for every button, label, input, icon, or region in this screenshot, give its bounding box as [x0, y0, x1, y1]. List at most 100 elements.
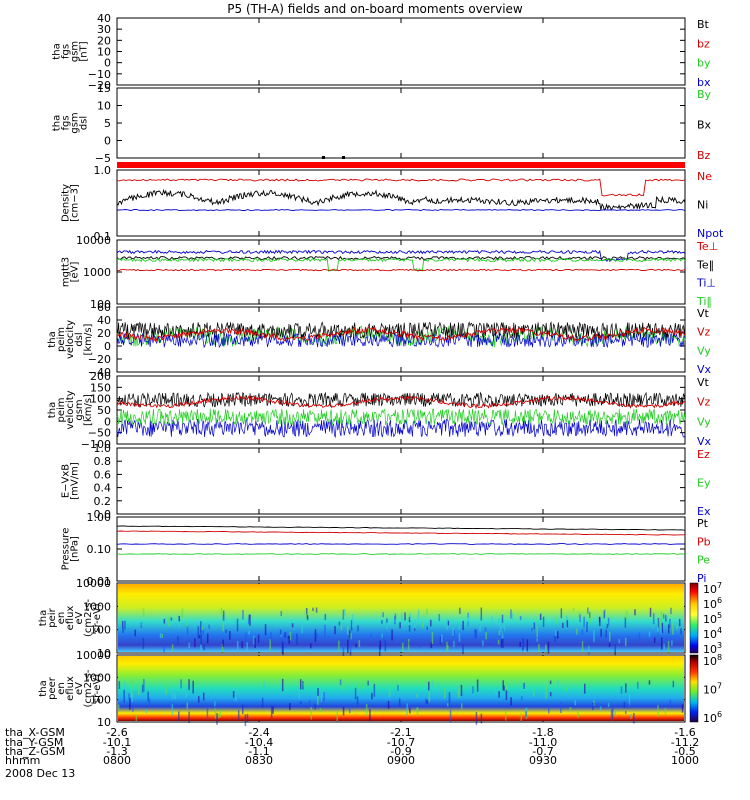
y-tick-label: −10: [88, 68, 111, 81]
y-axis-label-line: [eV]: [70, 262, 81, 283]
footer-value: -0.5: [674, 745, 695, 758]
y-tick-label: 0: [104, 340, 111, 353]
status-bar: [117, 162, 685, 168]
footer-row-label: tha_X-GSM: [5, 726, 65, 739]
y-axis-label-line: [cm−3]: [70, 184, 81, 222]
y-tick-label: 10: [97, 716, 111, 729]
legend-Bx: Bx: [697, 118, 712, 131]
y-tick-label: 0.2: [94, 495, 112, 508]
footer-value: -0.7: [532, 745, 553, 758]
footer-row-label: tha_Z-GSM: [5, 745, 65, 758]
legend-Vy: Vy: [697, 344, 711, 357]
y-tick-label: 15: [97, 82, 111, 95]
footer-value: -10.4: [245, 736, 273, 749]
y-axis-label-line: eV: [74, 682, 85, 695]
legend-Npot: Npot: [697, 227, 724, 240]
footer-value: 0800: [103, 754, 131, 767]
footer-value: -11.2: [671, 736, 699, 749]
y-axis-label-line: sr-eV): [92, 603, 103, 632]
legend-by: by: [697, 57, 711, 70]
legend-Pi: Pi: [697, 572, 706, 585]
y-axis-label-line: tha: [38, 610, 49, 626]
y-axis-label-line: peim: [56, 397, 67, 422]
y-axis-label-line: [mV/m]: [70, 462, 81, 500]
y-axis-label-line: [km/s]: [83, 323, 94, 355]
y-tick-label: 1000: [83, 600, 111, 613]
legend-bz: bz: [697, 37, 710, 50]
legend-Ez: Ez: [697, 448, 710, 461]
series-line-Pb: [116, 530, 685, 536]
y-axis-label-line: [nT]: [79, 41, 90, 61]
y-tick-label: −40: [88, 366, 111, 379]
y-tick-label: 100: [90, 298, 111, 311]
footer-value: -1.3: [106, 745, 127, 758]
y-axis-label-line: gsm: [70, 41, 81, 62]
legend-Pb: Pb: [697, 535, 711, 548]
footer-value: -1.8: [532, 726, 553, 739]
series-line-Vx: [116, 418, 686, 439]
y-tick-label: 100: [90, 624, 111, 637]
y-axis-label-line: gsm: [70, 112, 81, 133]
footer-value: -10.7: [387, 736, 415, 749]
y-tick-label: 1.00: [87, 511, 112, 524]
series-line-Vt: [116, 391, 686, 408]
y-tick-label: 10: [97, 46, 111, 59]
legend-Ni: Ni: [697, 199, 708, 212]
colorbar-label: 107: [703, 581, 722, 596]
y-tick-label: 10: [97, 647, 111, 660]
y-tick-label: 0.01: [87, 575, 112, 588]
y-axis-label-line: peir: [47, 607, 58, 627]
colorbar-label: 103: [703, 641, 722, 656]
y-tick-label: 0: [104, 57, 111, 70]
legend-Vt: Vt: [697, 376, 710, 389]
legend-Ne: Ne: [697, 170, 712, 183]
y-tick-label: 10000: [76, 577, 111, 590]
legend-Te‖: Te‖: [696, 258, 714, 271]
y-axis-label-line: tha: [47, 331, 58, 347]
footer-value: 0930: [529, 754, 557, 767]
footer-row-label: tha_Y-GSM: [5, 736, 63, 749]
y-tick-label: 50: [97, 404, 111, 417]
legend-Vx: Vx: [697, 363, 712, 376]
legend-Te⊥: Te⊥: [696, 240, 718, 253]
y-tick-label: −100: [81, 438, 111, 451]
y-tick-label: −50: [88, 427, 111, 440]
y-axis-label-line: mgtt3: [61, 257, 72, 287]
y-axis-label-line: fgs: [61, 44, 72, 59]
y-axis-label-line: peer: [47, 676, 58, 700]
footer-value: -2.4: [248, 726, 269, 739]
footer-value: -0.9: [390, 745, 411, 758]
legend-Ey: Ey: [697, 477, 711, 490]
colorbar-label: 108: [703, 653, 722, 668]
panel-frame: [116, 87, 686, 159]
legend-Vz: Vz: [697, 326, 711, 339]
series-line-Pe: [116, 553, 686, 555]
y-tick-label: 0.6: [94, 468, 112, 481]
colorbar-label: 106: [703, 596, 722, 611]
y-tick-label: 1.0: [94, 164, 112, 177]
panel-frame: [116, 654, 686, 723]
y-axis-label: E−VxB[mV/m]: [61, 462, 81, 500]
footer-value: -2.1: [390, 726, 411, 739]
y-tick-label: 100: [90, 694, 111, 707]
spectrogram-peir: [118, 584, 684, 657]
footer-value: -11.0: [529, 736, 557, 749]
y-tick-label: 1.0: [94, 442, 112, 455]
legend-Vz: Vz: [697, 396, 711, 409]
series-line-Ti-perp: [116, 249, 686, 262]
y-axis-label-line: [nPa]: [70, 536, 81, 562]
colorbar-label: 104: [703, 626, 722, 641]
legend-Bz: Bz: [697, 149, 711, 162]
y-axis-label-line: en: [56, 612, 67, 625]
y-axis-label-line: E−VxB: [61, 464, 72, 498]
y-axis-label-line: eV: [74, 611, 85, 624]
legend-Bt: Bt: [697, 18, 710, 31]
y-axis-label-line: Density: [61, 184, 72, 222]
footer-value: 0900: [387, 754, 415, 767]
footer-value: -1.6: [674, 726, 695, 739]
y-axis-label-line: (cm2-s-: [83, 669, 94, 707]
